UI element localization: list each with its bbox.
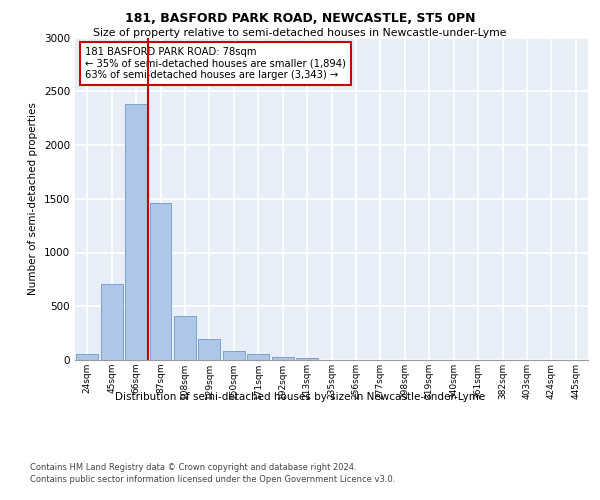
Bar (272, 357, 293, 360)
Bar (76, 354, 98, 360)
Text: 181, BASFORD PARK ROAD, NEWCASTLE, ST5 0PN: 181, BASFORD PARK ROAD, NEWCASTLE, ST5 0… (125, 12, 475, 26)
Text: 181 BASFORD PARK ROAD: 78sqm
← 35% of semi-detached houses are smaller (1,894)
6: 181 BASFORD PARK ROAD: 78sqm ← 35% of se… (85, 47, 346, 80)
Bar (247, 354, 269, 360)
Text: Contains public sector information licensed under the Open Government Licence v3: Contains public sector information licen… (30, 475, 395, 484)
Bar (101, 284, 122, 360)
Y-axis label: Number of semi-detached properties: Number of semi-detached properties (28, 102, 38, 295)
Text: Size of property relative to semi-detached houses in Newcastle-under-Lyme: Size of property relative to semi-detach… (93, 28, 507, 38)
Bar (149, 203, 172, 360)
Text: Distribution of semi-detached houses by size in Newcastle-under-Lyme: Distribution of semi-detached houses by … (115, 392, 485, 402)
Bar (296, 358, 318, 360)
Text: Contains HM Land Registry data © Crown copyright and database right 2024.: Contains HM Land Registry data © Crown c… (30, 462, 356, 471)
Bar (199, 338, 220, 360)
Bar (223, 351, 245, 360)
Bar (125, 104, 147, 360)
Bar (174, 316, 196, 360)
